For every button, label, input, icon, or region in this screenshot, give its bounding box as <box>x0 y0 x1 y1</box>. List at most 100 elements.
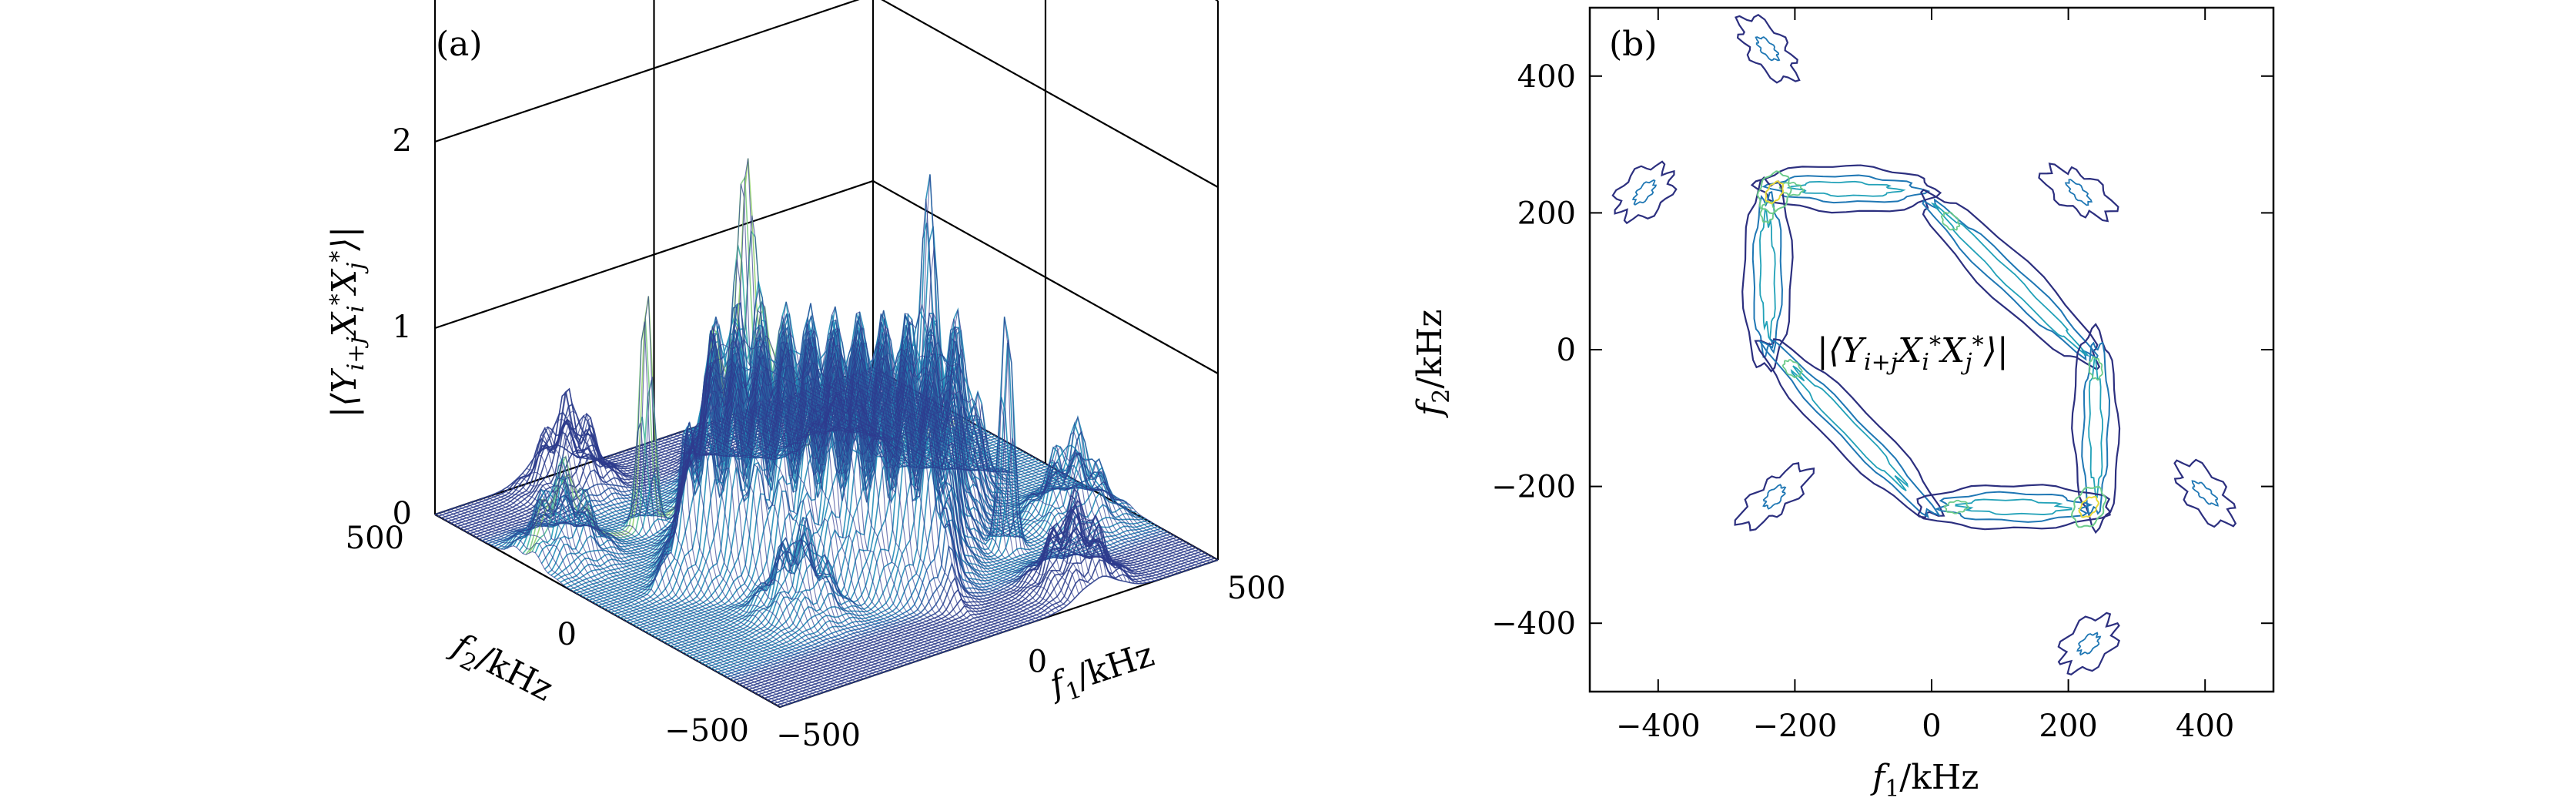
contour-line <box>2081 341 2111 515</box>
contour-line <box>1750 164 1942 214</box>
panel-a-label: (a) <box>436 25 483 64</box>
contour-line <box>1930 202 2090 357</box>
z-tick-label: 0 <box>393 496 412 531</box>
surface-column <box>753 199 1099 578</box>
panel-a-ylabel: f2/kHz <box>442 625 559 714</box>
surface-column <box>872 367 1219 561</box>
surface-column <box>645 259 992 637</box>
surface-column <box>689 332 1035 622</box>
surface-column <box>769 313 1115 579</box>
surface-column <box>454 499 801 701</box>
contour-line <box>1754 338 1945 519</box>
z-gridline <box>434 0 1219 188</box>
surface-column <box>852 374 1199 568</box>
surface-column <box>526 421 872 677</box>
panel-b-contour-plot: −400 −200 0 200 400 −400 −200 0 200 400 (b) |⟨Yi+… <box>1410 6 2275 803</box>
contour-line <box>2173 458 2237 528</box>
surface-column <box>474 456 820 695</box>
surface-column <box>821 384 1167 578</box>
surface-column <box>447 510 792 704</box>
surface-column <box>546 388 892 670</box>
panel-b-contours <box>1611 13 2237 675</box>
surface-column <box>828 381 1175 575</box>
surface-column <box>777 354 1123 581</box>
surface-column <box>522 435 868 679</box>
panel-b-xlabel: f1/kHz <box>1870 758 1979 803</box>
contour-line <box>1611 160 1678 225</box>
contour-line <box>2064 179 2093 206</box>
contour-line <box>1943 499 1970 514</box>
contour-line <box>2071 323 2121 535</box>
surface-column <box>514 427 860 681</box>
surface-column <box>845 376 1191 570</box>
y-tick-label: 500 <box>346 521 404 556</box>
surface-column <box>861 370 1206 565</box>
contour-line <box>1735 13 1801 84</box>
contour-line <box>1940 211 1961 231</box>
surface-column <box>801 390 1147 584</box>
contour-line <box>1786 180 1906 197</box>
z-gridline <box>1214 0 1219 2</box>
contour-line <box>1762 484 1787 510</box>
surface-column <box>813 387 1159 581</box>
surface-column <box>597 336 944 653</box>
surface-column <box>721 311 1067 606</box>
contour-line <box>2191 480 2219 507</box>
surface-column <box>438 512 785 706</box>
contour-line <box>2078 495 2099 518</box>
contour-line <box>1790 365 1909 491</box>
contour-line <box>1781 358 1803 379</box>
surface-column <box>793 390 1139 585</box>
surface-column <box>833 380 1179 574</box>
y-tick-label: −400 <box>1491 606 1576 642</box>
contour-line <box>1955 498 2073 516</box>
contour-line <box>1920 188 2101 370</box>
surface-column <box>570 376 916 662</box>
x-tick-label: 400 <box>2176 709 2234 744</box>
contour-line <box>1778 181 1805 196</box>
z-gridline <box>434 179 1219 374</box>
contour-line <box>1758 338 1942 519</box>
surface-column <box>729 335 1076 599</box>
surface-column <box>841 377 1186 571</box>
contour-line <box>1734 461 1815 531</box>
y-tick-label: 400 <box>1517 59 1576 95</box>
contour-line <box>2088 358 2103 499</box>
surface-column <box>773 312 1119 581</box>
contour-line <box>1759 207 1776 342</box>
contour-line <box>1765 180 1785 205</box>
y-tick-label: 200 <box>1517 196 1576 231</box>
x-tick-label: −400 <box>1616 709 1701 744</box>
surface-column <box>650 183 995 635</box>
contour-line <box>1934 491 2093 523</box>
contour-line <box>2057 612 2120 675</box>
surface-column <box>657 215 1003 633</box>
surface-column <box>550 321 896 669</box>
surface-column <box>482 488 828 692</box>
contour-line <box>2088 356 2103 381</box>
contour-line <box>2070 486 2107 528</box>
y-tick-label: −500 <box>664 713 749 749</box>
surface-column <box>837 379 1183 573</box>
x-tick-label: 200 <box>2039 709 2097 744</box>
panel-b-annotation: |⟨Yi+jXi*Xj*⟩| <box>1817 331 2009 376</box>
z-tick-label: 1 <box>393 310 412 345</box>
x-tick-label: 0 <box>1028 645 1047 680</box>
surface-column <box>733 313 1079 595</box>
surface-column <box>761 246 1107 577</box>
panel-a-surface-mesh <box>434 158 1219 708</box>
contour-line <box>2076 632 2102 656</box>
surface-column <box>868 368 1215 562</box>
x-tick-label: −500 <box>776 718 861 753</box>
surface-column <box>462 475 808 699</box>
contour-line <box>1756 170 1792 215</box>
surface-column <box>498 491 845 686</box>
surface-column <box>478 473 825 693</box>
surface-column <box>621 326 968 645</box>
panel-b-label: (b) <box>1609 25 1658 64</box>
surface-column <box>757 174 1103 577</box>
surface-column <box>574 361 920 661</box>
